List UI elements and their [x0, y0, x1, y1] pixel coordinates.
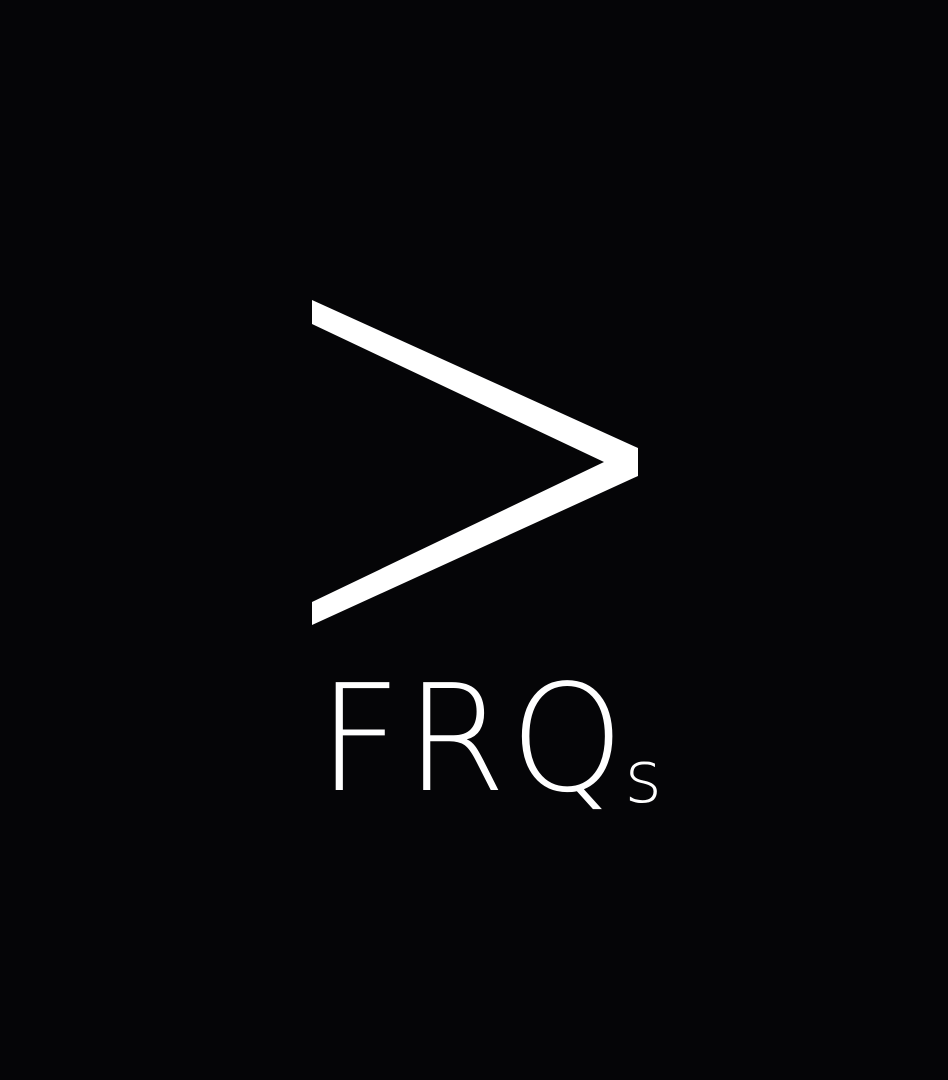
logo-text-subscript: s	[624, 735, 662, 819]
logo-text-main: FRQ	[318, 653, 629, 825]
chevron-right-icon	[312, 300, 638, 625]
logo-wordmark: FRQs	[318, 665, 662, 813]
